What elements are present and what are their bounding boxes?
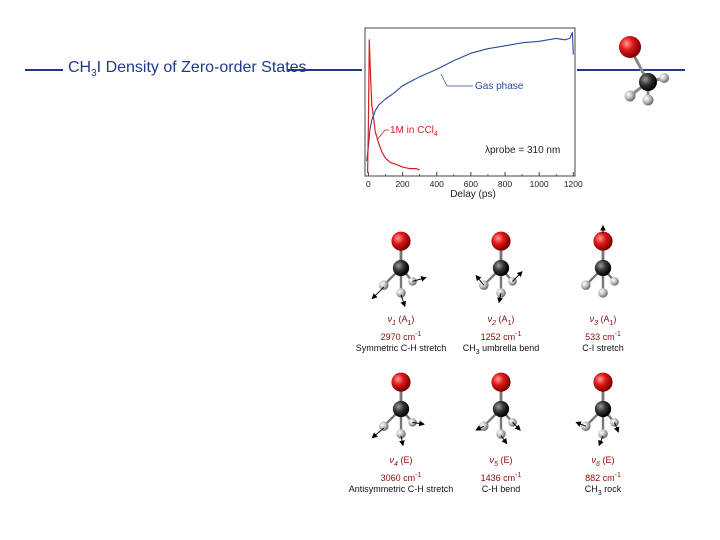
mode-frequency: 533 cm-1: [585, 330, 621, 342]
series-label-gas-phase: Gas phase: [475, 81, 524, 92]
x-tick-label: 400: [430, 179, 444, 189]
series-label-ccl4: 1M in CCl4: [390, 125, 438, 138]
mode-description: CH3 rock: [584, 483, 622, 497]
mode-frequency: 2970 cm-1: [380, 330, 422, 342]
slide-title: CH3I Density of Zero-order States: [68, 59, 307, 80]
title-rule-middle: [288, 69, 362, 71]
molecule-mode-5-icon: [475, 372, 521, 445]
ch3i-molecule-icon: [619, 36, 669, 106]
mode-description: Antisymmetric C-H stretch: [348, 483, 454, 494]
molecule-mode-1-icon: [371, 231, 427, 308]
title-rule-left: [25, 69, 63, 71]
mode-name: ν1 (A1): [387, 314, 415, 327]
series-line-gas-phase: [366, 31, 574, 162]
vibrational-mode-1: ν1 (A1) 2970 cm-1 Symmetric C-H stretch: [342, 222, 460, 354]
molecule-mode-2-icon: [475, 231, 523, 304]
mode-frequency: 1252 cm-1: [480, 330, 522, 342]
mode-name: ν4 (E): [389, 455, 413, 468]
vibrational-mode-3: ν3 (A1) 533 cm-1 C-I stretch: [544, 222, 662, 354]
x-tick-label: 1200: [564, 179, 583, 189]
title-rule-right: [577, 69, 685, 71]
series-layer: [366, 31, 574, 174]
probe-annotation: λprobe = 310 nm: [485, 145, 560, 156]
x-tick-label: 800: [498, 179, 512, 189]
x-tick-label: 200: [395, 179, 409, 189]
plot-frame: [364, 27, 576, 177]
x-axis-ticks: 0 200 400 600 800 1000 1200: [366, 172, 583, 189]
series-line-ccl4: [367, 39, 420, 174]
mode-description: Symmetric C-H stretch: [355, 342, 447, 353]
x-tick-label: 1000: [530, 179, 549, 189]
x-tick-label: 0: [366, 179, 371, 189]
mode-frequency: 1436 cm-1: [480, 471, 522, 483]
mode-frequency: 882 cm-1: [585, 471, 621, 483]
mode-name: ν3 (A1): [589, 314, 617, 327]
vibrational-mode-5: ν5 (E) 1436 cm-1 C-H bend: [442, 363, 560, 495]
ccl4-leader: [376, 129, 386, 141]
mode-description: CH3 umbrella bend: [462, 342, 540, 356]
mode-name: ν6 (E): [591, 455, 615, 468]
mode-description: C-I stretch: [582, 342, 624, 353]
vibrational-mode-2: ν2 (A1) 1252 cm-1 CH3 umbrella bend: [442, 222, 560, 358]
x-tick-label: 600: [464, 179, 478, 189]
vibrational-mode-4: ν4 (E) 3060 cm-1 Antisymmetric C-H stretch: [342, 363, 460, 495]
mode-name: ν2 (A1): [487, 314, 515, 327]
gas-phase-leader: [440, 73, 448, 87]
molecule-mode-6-icon: [575, 372, 620, 447]
transient-chart: 0 200 400 600 800 1000 1200 Delay (ps) Gas pha…: [364, 27, 583, 200]
vibrational-mode-6: ν6 (E) 882 cm-1 CH3 rock: [544, 363, 662, 499]
mode-description: C-H bend: [481, 483, 521, 494]
molecule-mode-3-icon: [580, 224, 619, 298]
mode-frequency: 3060 cm-1: [380, 471, 422, 483]
mode-name: ν5 (E): [489, 455, 513, 468]
molecule-mode-4-icon: [371, 372, 425, 447]
x-axis-label: Delay (ps): [450, 189, 496, 200]
